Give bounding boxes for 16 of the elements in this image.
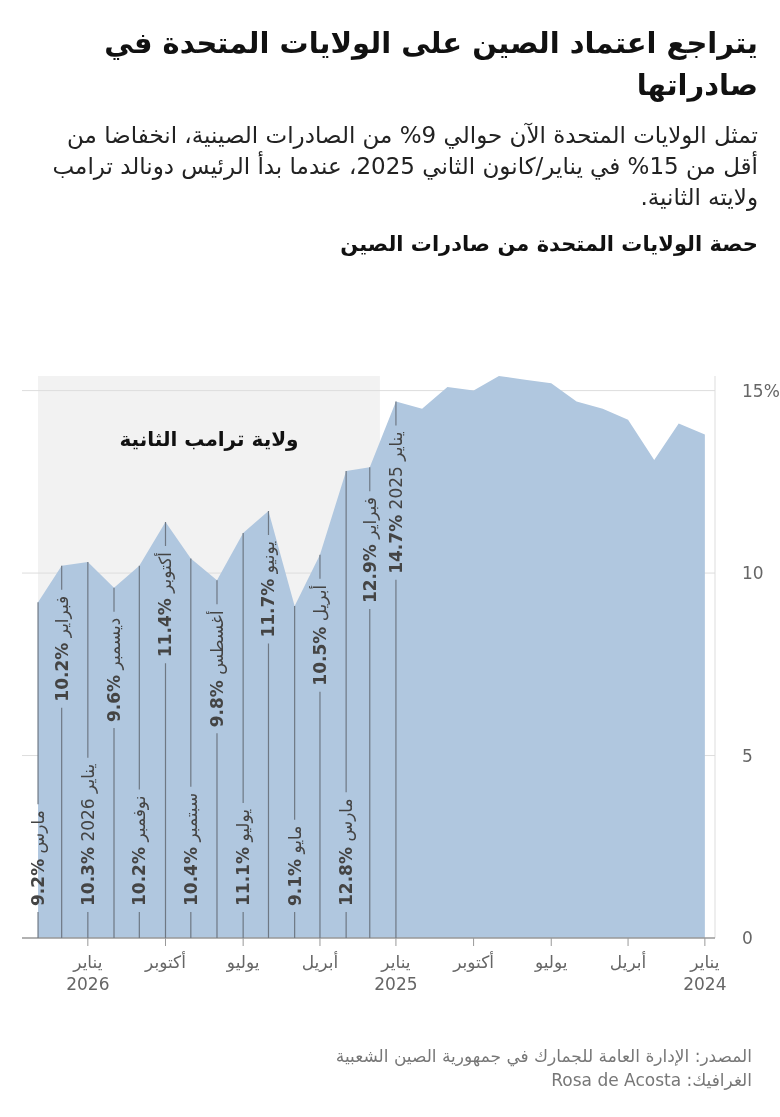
text: الغرافيك: Rosa de Acosta	[551, 1070, 752, 1090]
x-tick-label: أبريل	[301, 951, 339, 972]
text: حصة الولايات المتحدة من صادرات الصين	[339, 231, 758, 258]
x-tick-label: أكتوبر	[452, 951, 495, 972]
chart-title: يتراجع اعتماد الصين على الولايات المتحدة في صادراتها	[103, 25, 758, 104]
y-tick-label: 0	[742, 928, 753, 948]
chart-subtitle: تمثل الولايات المتحدة الآن حوالي 9% من الصادرات الصينية، انخفاضا من أقل من 15% في يناير/كانون الثاني 2025، عندما بدأ الرئيس دونالد ترامب ولايته الثانية.	[51, 121, 758, 213]
y-tick-label: 10	[742, 563, 764, 584]
y-tick-label: 5	[742, 745, 753, 766]
y-tick-label: 15%	[742, 380, 780, 401]
text: المصدر: الإدارة العامة للجمارك في جمهورية الصين الشعبية	[335, 1046, 752, 1067]
band-label: ولاية ترامب الثانية	[119, 427, 299, 451]
x-tick-label: أكتوبر	[144, 951, 186, 972]
x-tick-label: يوليو	[225, 952, 260, 972]
x-tick-label: يوليو	[533, 952, 568, 972]
x-tick-label: أبريل	[609, 951, 647, 972]
